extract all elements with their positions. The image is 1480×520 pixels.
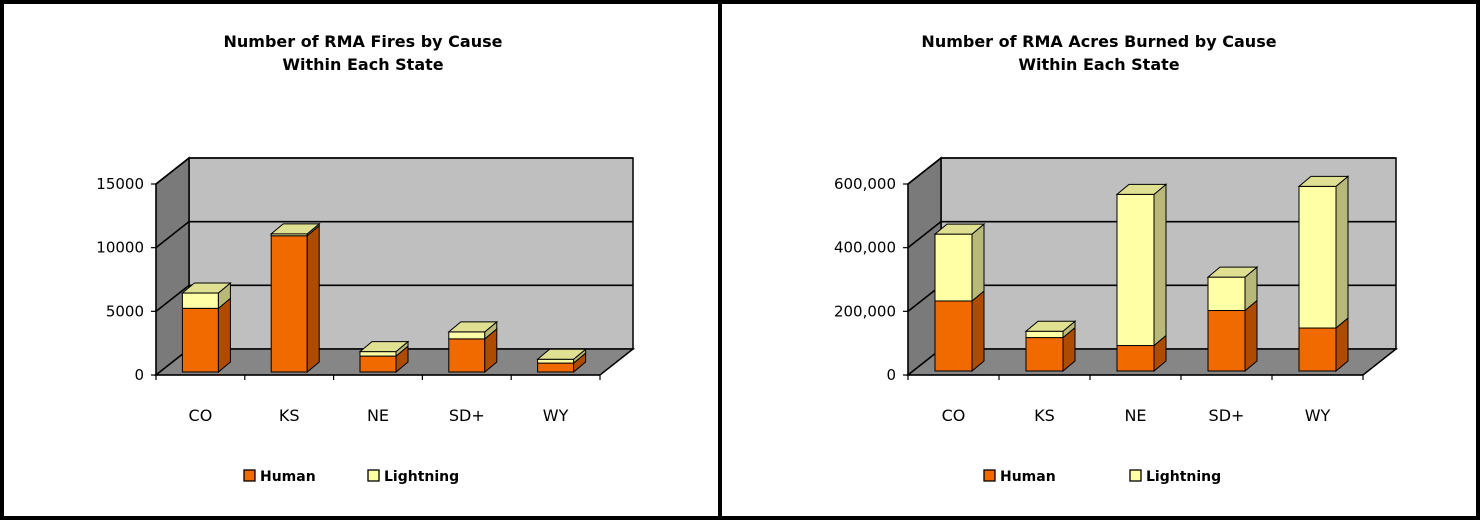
bar-top: [1206, 266, 1259, 278]
category-label: WY: [1305, 406, 1331, 425]
bar-top: [1024, 320, 1077, 332]
bar-top: [1297, 175, 1350, 187]
gridline-side: [155, 284, 190, 312]
bar-side-human: [971, 289, 985, 373]
category-label: CO: [942, 406, 966, 425]
bar-ne: [1115, 183, 1168, 373]
bar-co: [933, 223, 986, 373]
bar-co: [181, 281, 232, 374]
bar-segment-human: [934, 300, 973, 372]
bar-segment-lightning: [448, 331, 486, 340]
legend-swatch-human: [243, 469, 256, 482]
legend-swatch-human: [983, 469, 996, 482]
bar-side-human: [306, 224, 320, 374]
legend-label-human: Human: [1000, 469, 1056, 485]
bar-side-lightning: [1335, 175, 1349, 330]
category-label: KS: [279, 406, 300, 425]
bar-side-lightning: [1153, 183, 1167, 347]
bar-top: [269, 223, 321, 235]
bar-top: [358, 341, 410, 353]
category-label: KS: [1034, 406, 1055, 425]
bar-segment-human: [1298, 327, 1337, 372]
legend-label-lightning: Lightning: [384, 469, 459, 485]
y-tick-label: 10000: [96, 239, 144, 257]
bar-segment-lightning: [537, 358, 575, 364]
category-label: NE: [367, 406, 389, 425]
chart-title-line-1: Number of RMA Acres Burned by Cause: [921, 32, 1277, 51]
legend-label-human: Human: [260, 469, 316, 485]
bar-sd: [447, 320, 499, 374]
category-label: WY: [543, 406, 569, 425]
bar-top: [536, 348, 587, 360]
bar-side-human: [1244, 299, 1258, 373]
chart-panel-acres: Number of RMA Acres Burned by Cause With…: [718, 0, 1480, 520]
gridline-side: [155, 157, 190, 185]
legend: Human Lightning: [983, 469, 1221, 485]
bar-segment-lightning: [359, 351, 397, 357]
bar-top: [181, 282, 232, 294]
chart-panel-fires: Number of RMA Fires by Cause Within Each…: [0, 0, 726, 520]
bar-segment-human: [181, 307, 219, 373]
bar-segment-human: [1207, 310, 1246, 372]
bar-segment-human: [1116, 345, 1155, 372]
gridline-side: [907, 157, 942, 185]
y-tick-label: 15000: [96, 175, 144, 193]
y-tick-label: 600,000: [834, 175, 896, 193]
y-tick-label: 400,000: [834, 239, 896, 257]
acres-chart-plot: 0 200,000 400,000 600,000 CO KS NE SD+ WY Human Li…: [834, 156, 1399, 485]
bar-wy: [536, 348, 587, 374]
bar-sd: [1206, 266, 1259, 373]
bar-ks: [269, 222, 321, 374]
bar-top: [933, 223, 986, 235]
bar-segment-lightning: [1298, 185, 1337, 329]
category-label: SD+: [1209, 406, 1245, 425]
category-label: SD+: [449, 406, 485, 425]
chart-title-line-2: Within Each State: [282, 55, 444, 74]
legend: Human Lightning: [243, 469, 459, 485]
bar-top: [447, 321, 499, 333]
y-tick-label: 200,000: [834, 302, 896, 320]
gridline-side: [155, 221, 190, 249]
gridline-side: [907, 221, 942, 249]
bar-wy: [1297, 175, 1350, 373]
category-label: NE: [1124, 406, 1146, 425]
chart-title-line-2: Within Each State: [1018, 55, 1180, 74]
legend-label-lightning: Lightning: [1146, 469, 1221, 485]
legend-swatch-lightning: [367, 469, 380, 482]
legend-swatch-lightning: [1129, 469, 1142, 482]
plot-back-wall: [188, 157, 634, 350]
bar-segment-lightning: [934, 233, 973, 302]
bar-segment-lightning: [1116, 193, 1155, 347]
bar-segment-human: [1025, 337, 1064, 372]
y-tick-label: 5000: [106, 302, 144, 320]
chart-title-line-1: Number of RMA Fires by Cause: [223, 32, 503, 51]
y-tick-label: 0: [886, 366, 896, 384]
bar-ks: [1024, 320, 1077, 373]
bar-segment-lightning: [1025, 330, 1064, 339]
bar-segment-human: [448, 338, 486, 373]
bar-segment-lightning: [181, 292, 219, 309]
bar-segment-human: [359, 355, 397, 373]
fires-chart-plot: 0 5000 10000 15000 CO KS NE SD+ WY Human Lightning: [96, 156, 636, 485]
bar-segment-lightning: [1207, 276, 1246, 312]
bar-top: [1115, 183, 1168, 195]
bar-side-human: [217, 297, 231, 374]
y-tick-label: 0: [134, 366, 144, 384]
bar-segment-human: [537, 362, 575, 373]
category-label: CO: [189, 406, 213, 425]
chart-title: Number of RMA Fires by Cause Within Each…: [4, 30, 722, 76]
bar-side-lightning: [971, 223, 985, 303]
bar-ne: [358, 340, 410, 374]
bar-segment-human: [270, 235, 308, 373]
chart-title: Number of RMA Acres Burned by Cause With…: [722, 30, 1476, 76]
